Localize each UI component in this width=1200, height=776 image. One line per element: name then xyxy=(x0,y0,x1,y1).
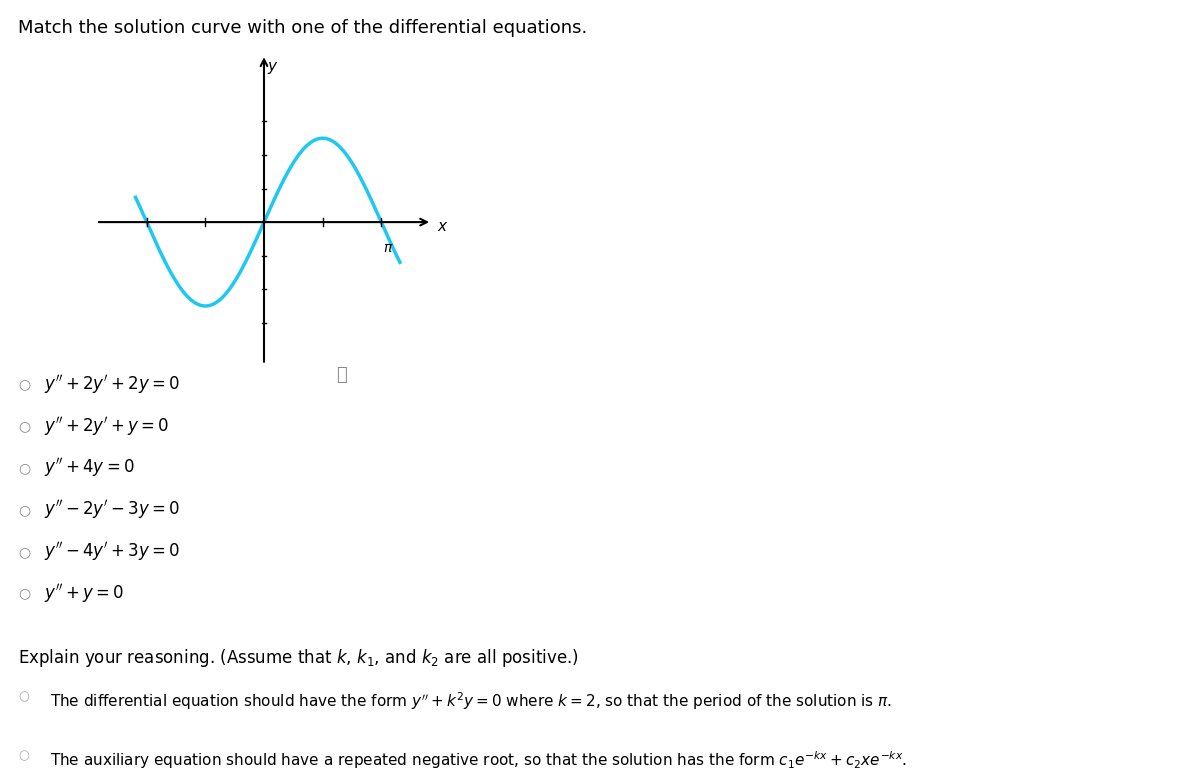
Text: $\pi$: $\pi$ xyxy=(383,241,394,255)
Text: ○: ○ xyxy=(18,690,29,703)
Text: ○: ○ xyxy=(18,503,30,517)
Text: $y'' + 4y = 0$: $y'' + 4y = 0$ xyxy=(44,456,136,480)
Text: ○: ○ xyxy=(18,545,30,559)
Text: The differential equation should have the form $y'' + k^2y = 0$ where $k = 2$, s: The differential equation should have th… xyxy=(50,690,893,712)
Text: ○: ○ xyxy=(18,587,30,601)
Text: ⓘ: ⓘ xyxy=(337,366,347,384)
Text: $y'' - 4y' + 3y = 0$: $y'' - 4y' + 3y = 0$ xyxy=(44,540,180,563)
Text: y: y xyxy=(268,58,277,74)
Text: Match the solution curve with one of the differential equations.: Match the solution curve with one of the… xyxy=(18,19,587,37)
Text: $y'' - 2y' - 3y = 0$: $y'' - 2y' - 3y = 0$ xyxy=(44,498,180,521)
Text: x: x xyxy=(438,219,446,234)
Text: Explain your reasoning. (Assume that $k$, $k_1$, and $k_2$ are all positive.): Explain your reasoning. (Assume that $k$… xyxy=(18,647,578,669)
Text: $y'' + y = 0$: $y'' + y = 0$ xyxy=(44,582,125,605)
Text: $y'' + 2y' + y = 0$: $y'' + 2y' + y = 0$ xyxy=(44,414,170,438)
Text: The auxiliary equation should have a repeated negative root, so that the solutio: The auxiliary equation should have a rep… xyxy=(50,750,907,771)
Text: ○: ○ xyxy=(18,750,29,763)
Text: ○: ○ xyxy=(18,419,30,433)
Text: $y'' + 2y' + 2y = 0$: $y'' + 2y' + 2y = 0$ xyxy=(44,372,180,396)
Text: ○: ○ xyxy=(18,377,30,391)
Text: ○: ○ xyxy=(18,461,30,475)
